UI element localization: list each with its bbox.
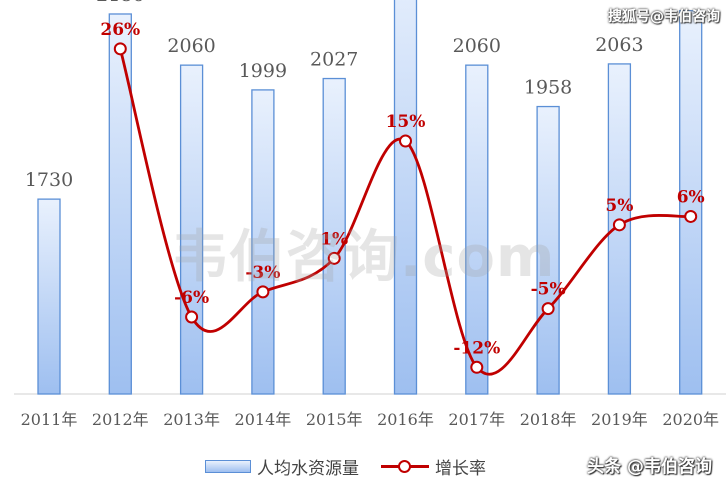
legend-item-line: 增长率 xyxy=(381,454,486,479)
growth-point xyxy=(612,218,626,232)
growth-point xyxy=(113,42,127,56)
growth-point xyxy=(684,209,698,223)
bar xyxy=(179,64,204,395)
bar-value-label: 2186 xyxy=(96,0,144,6)
legend-item-bar: 人均水资源量 xyxy=(205,454,359,479)
growth-label: 26% xyxy=(100,20,140,40)
bar-value-label: 1730 xyxy=(25,169,73,191)
legend-line-label: 增长率 xyxy=(435,458,486,479)
bar xyxy=(536,105,560,395)
growth-label: -6% xyxy=(174,288,209,308)
growth-point xyxy=(327,251,341,265)
growth-label: 1% xyxy=(320,229,348,249)
x-tick-label: 2013年 xyxy=(163,410,220,429)
x-tick-label: 2012年 xyxy=(92,410,149,429)
legend: 人均水资源量 增长率 xyxy=(205,454,508,479)
bar xyxy=(679,10,703,395)
growth-label: 6% xyxy=(677,187,705,207)
watermark-bottom: 头条 @韦伯咨询 xyxy=(587,457,712,477)
growth-label: -5% xyxy=(531,280,566,300)
bar xyxy=(322,77,346,395)
x-tick-label: 2019年 xyxy=(591,410,648,429)
bar xyxy=(393,0,418,395)
bar-value-label: 1999 xyxy=(239,60,287,82)
x-tick-label: 2011年 xyxy=(21,410,78,429)
bar xyxy=(465,64,489,395)
bar xyxy=(251,89,275,395)
x-tick-label: 2020年 xyxy=(662,410,719,429)
growth-point xyxy=(470,360,484,374)
x-tick-label: 2018年 xyxy=(520,410,577,429)
x-tick-label: 2016年 xyxy=(377,410,434,429)
x-tick-label: 2017年 xyxy=(448,410,505,429)
growth-point xyxy=(256,285,270,299)
bar xyxy=(108,13,132,395)
chart-canvas: 1730218620601999202723392060195820632194… xyxy=(14,0,726,429)
x-tick-label: 2014年 xyxy=(235,410,292,429)
growth-point xyxy=(541,302,555,316)
growth-label: -3% xyxy=(245,263,280,283)
bar-value-label: 1958 xyxy=(524,77,572,99)
growth-label: 15% xyxy=(386,112,426,132)
legend-line-swatch xyxy=(381,459,429,473)
growth-label: -12% xyxy=(453,338,500,358)
growth-label: 5% xyxy=(605,196,633,216)
bar-value-label: 2063 xyxy=(595,34,643,56)
growth-point xyxy=(185,310,199,324)
legend-bar-swatch xyxy=(205,459,251,473)
legend-bar-label: 人均水资源量 xyxy=(257,458,359,479)
growth-point xyxy=(399,134,412,148)
watermark-top: 搜狐号@韦伯咨询 xyxy=(608,9,720,25)
bar-value-label: 2027 xyxy=(310,49,358,71)
bar xyxy=(37,198,61,395)
bar-value-label: 2060 xyxy=(167,35,215,57)
bar-value-label: 2194 xyxy=(667,0,715,3)
bar-value-label: 2060 xyxy=(453,35,501,57)
x-tick-label: 2015年 xyxy=(306,410,363,429)
